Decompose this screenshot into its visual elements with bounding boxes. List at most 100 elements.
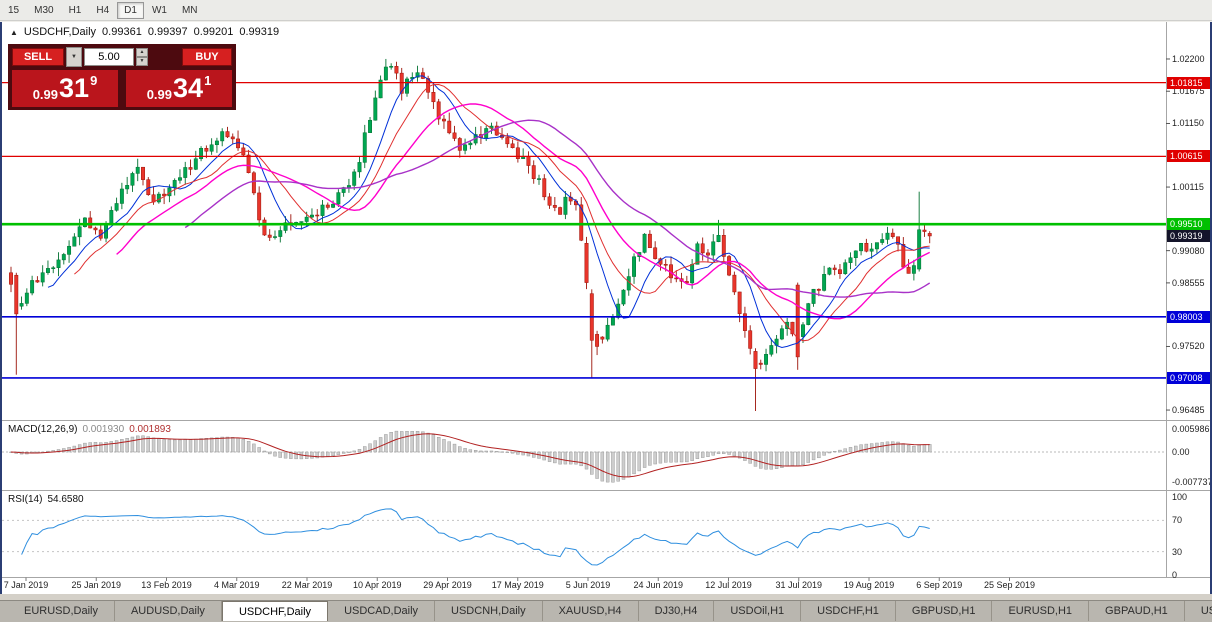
chart-tab-usdcad-daily[interactable]: USDCAD,Daily bbox=[328, 601, 436, 621]
sell-price-display[interactable]: 0.99 31 9 bbox=[12, 70, 118, 107]
trade-controls-row: SELL ▼ ▲ ▼ BUY bbox=[12, 47, 232, 67]
price-chart-canvas[interactable] bbox=[2, 22, 1210, 594]
ohlc-high: 0.99397 bbox=[147, 26, 188, 38]
sell-price-sup: 9 bbox=[90, 73, 98, 88]
chart-tab-usdjp[interactable]: USDJP bbox=[1185, 601, 1212, 621]
timeframe-button-m30[interactable]: M30 bbox=[27, 2, 60, 19]
tab-bar-spacer bbox=[0, 601, 8, 621]
rsi-line bbox=[21, 508, 930, 566]
sell-button[interactable]: SELL bbox=[12, 48, 64, 66]
ma-line-13[interactable] bbox=[74, 83, 930, 342]
ma-line-8[interactable] bbox=[47, 75, 930, 349]
buy-price-display[interactable]: 0.99 34 1 bbox=[126, 70, 232, 107]
chart-tab-gbpaud-h1[interactable]: GBPAUD,H1 bbox=[1089, 601, 1185, 621]
price-tick-label: 1.01150 bbox=[1172, 118, 1204, 129]
rsi-value: 54.6580 bbox=[47, 494, 84, 505]
macd-axis-label: -0.007737 bbox=[1172, 476, 1212, 487]
date-axis-label: 17 May 2019 bbox=[491, 580, 544, 590]
volume-up-icon[interactable]: ▲ bbox=[136, 48, 148, 57]
macd-axis-label: 0.005986 bbox=[1172, 424, 1210, 434]
buy-button[interactable]: BUY bbox=[182, 48, 232, 66]
chart-tab-eurusd-h1[interactable]: EURUSD,H1 bbox=[992, 601, 1090, 621]
sell-price-small: 0.99 bbox=[32, 87, 59, 102]
timeframe-button-h1[interactable]: H1 bbox=[62, 2, 89, 19]
rsi-axis-label: 0 bbox=[1172, 570, 1178, 580]
chart-tab-dj30-h4[interactable]: DJ30,H4 bbox=[639, 601, 715, 621]
ma-line-34[interactable] bbox=[184, 119, 931, 298]
chart-tab-eurusd-daily[interactable]: EURUSD,Daily bbox=[8, 601, 115, 621]
date-axis-label: 10 Apr 2019 bbox=[352, 580, 402, 590]
date-axis-label: 5 Jun 2019 bbox=[565, 580, 611, 590]
price-tick-label: 1.00115 bbox=[1172, 182, 1204, 193]
price-tick-label: 0.97520 bbox=[1172, 341, 1205, 352]
rsi-axis-label: 100 bbox=[1172, 492, 1188, 502]
level-price-label: 1.01815 bbox=[1167, 76, 1210, 89]
chart-window: ▲ USDCHF,Daily 0.99361 0.99397 0.99201 0… bbox=[0, 22, 1212, 594]
level-price-label: 0.98003 bbox=[1167, 310, 1210, 323]
chart-tab-usdchf-daily[interactable]: USDCHF,Daily bbox=[221, 601, 329, 621]
volume-down-icon[interactable]: ▼ bbox=[136, 57, 148, 66]
candlesticks[interactable] bbox=[9, 58, 932, 411]
buy-price-sup: 1 bbox=[204, 73, 212, 88]
rsi-indicator-header: RSI(14) 54.6580 bbox=[8, 494, 84, 505]
date-axis-label: 6 Sep 2019 bbox=[916, 580, 963, 590]
date-axis-label: 24 Jun 2019 bbox=[633, 580, 684, 590]
rsi-axis-label: 70 bbox=[1172, 515, 1183, 526]
level-price-label: 1.00615 bbox=[1167, 150, 1210, 163]
chart-tab-usdoil-h1[interactable]: USDOil,H1 bbox=[714, 601, 802, 621]
chart-tab-audusd-daily[interactable]: AUDUSD,Daily bbox=[115, 601, 222, 621]
timeframe-button-w1[interactable]: W1 bbox=[145, 2, 174, 19]
trade-prices-row: 0.99 31 9 0.99 34 1 bbox=[12, 70, 232, 107]
macd-signal-value: 0.001893 bbox=[129, 424, 171, 435]
chart-tab-gbpusd-h1[interactable]: GBPUSD,H1 bbox=[896, 601, 993, 621]
macd-axis-label: 0.00 bbox=[1172, 447, 1190, 457]
one-click-trading-panel: SELL ▼ ▲ ▼ BUY 0.99 31 9 0.99 34 1 bbox=[8, 44, 236, 110]
current-price-label: 0.99319 bbox=[1167, 229, 1210, 242]
chart-symbol-label: USDCHF,Daily bbox=[23, 26, 97, 38]
volume-input[interactable] bbox=[84, 48, 134, 66]
timeframe-button-mn[interactable]: MN bbox=[175, 2, 205, 19]
price-tick-label: 1.01675 bbox=[1172, 86, 1205, 97]
buy-price-small: 0.99 bbox=[146, 87, 173, 102]
price-tick-label: 0.96485 bbox=[1172, 405, 1205, 416]
date-axis-label: 25 Jan 2019 bbox=[71, 580, 122, 590]
price-tick-label: 0.99080 bbox=[1172, 245, 1205, 256]
rsi-title: RSI(14) bbox=[8, 494, 43, 505]
date-axis-label: 19 Aug 2019 bbox=[843, 580, 895, 590]
date-axis-label: 29 Apr 2019 bbox=[423, 580, 472, 590]
date-axis-label: 7 Jan 2019 bbox=[3, 580, 49, 590]
chart-marker-icon: ▲ bbox=[10, 27, 18, 37]
timeframe-toolbar: 15 M30 H1 H4 D1 W1 MN bbox=[0, 0, 1212, 21]
timeframe-button-d1[interactable]: D1 bbox=[117, 1, 144, 19]
buy-price-big: 34 bbox=[173, 73, 204, 103]
macd-signal-line bbox=[10, 433, 930, 478]
macd-histogram bbox=[9, 430, 932, 483]
horizontal-scrollbar[interactable] bbox=[0, 594, 1212, 600]
timeframe-button-h4[interactable]: H4 bbox=[89, 2, 116, 19]
chart-tab-xauusd-h4[interactable]: XAUUSD,H4 bbox=[543, 601, 639, 621]
chart-ohlc-header: ▲ USDCHF,Daily 0.99361 0.99397 0.99201 0… bbox=[10, 26, 279, 38]
date-axis-label: 4 Mar 2019 bbox=[213, 580, 260, 590]
chart-tab-bar: EURUSD,Daily AUDUSD,Daily USDCHF,Daily USDC… bbox=[0, 600, 1212, 621]
rsi-axis-label: 30 bbox=[1172, 546, 1183, 557]
level-price-label: 0.97008 bbox=[1167, 371, 1210, 384]
ohlc-close: 0.99319 bbox=[239, 26, 280, 38]
macd-title: MACD(12,26,9) bbox=[8, 424, 78, 435]
macd-main-value: 0.001930 bbox=[82, 424, 125, 435]
ma-line-21[interactable] bbox=[116, 103, 931, 320]
volume-stepper: ▲ ▼ bbox=[136, 48, 148, 66]
price-tick-label: 0.98555 bbox=[1172, 277, 1205, 288]
sell-price-big: 31 bbox=[59, 73, 90, 103]
date-axis-label: 25 Sep 2019 bbox=[983, 580, 1036, 590]
volume-dropdown-icon[interactable]: ▼ bbox=[66, 47, 82, 67]
timeframe-button-15[interactable]: 15 bbox=[1, 2, 26, 19]
chart-tab-usdchf-h1[interactable]: USDCHF,H1 bbox=[801, 601, 896, 621]
chart-tab-usdcnh-daily[interactable]: USDCNH,Daily bbox=[435, 601, 543, 621]
level-price-label: 0.99510 bbox=[1167, 218, 1210, 231]
macd-indicator-header: MACD(12,26,9) 0.001930 0.001893 bbox=[8, 424, 171, 435]
price-tick-label: 1.02200 bbox=[1172, 53, 1205, 64]
ohlc-low: 0.99201 bbox=[193, 26, 234, 38]
date-axis-label: 13 Feb 2019 bbox=[141, 580, 192, 590]
date-axis-label: 12 Jul 2019 bbox=[705, 580, 752, 590]
